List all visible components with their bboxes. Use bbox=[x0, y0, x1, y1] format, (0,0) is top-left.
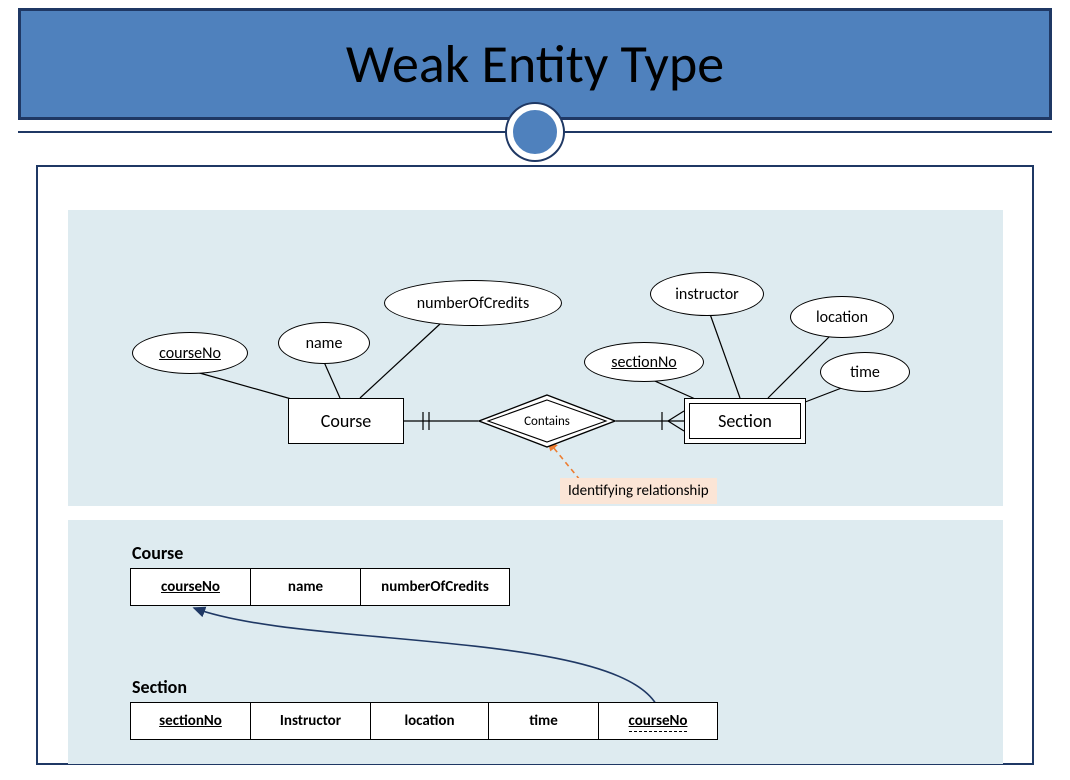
relationship-contains-label: Contains bbox=[524, 414, 570, 429]
schema-section-col-courseno-label: courseNo bbox=[629, 712, 688, 730]
schema-course-row: courseNo name numberOfCredits bbox=[130, 568, 510, 606]
entity-section-label: Section bbox=[718, 410, 772, 432]
schema-section-col-location: location bbox=[371, 703, 489, 739]
schema-section-col-time-label: time bbox=[529, 712, 558, 730]
entity-course-label: Course bbox=[321, 410, 372, 432]
attr-time-label: time bbox=[850, 363, 880, 382]
schema-section-col-instructor: Instructor bbox=[251, 703, 371, 739]
schema-course-col-name-label: name bbox=[288, 578, 323, 596]
circle-decoration bbox=[507, 104, 563, 160]
attr-name: name bbox=[278, 322, 370, 364]
attr-instructor-label: instructor bbox=[675, 285, 738, 304]
attr-name-label: name bbox=[306, 334, 343, 353]
schema-section-col-location-label: location bbox=[404, 712, 454, 730]
entity-section: Section bbox=[684, 398, 806, 444]
entity-course: Course bbox=[288, 398, 404, 444]
page-title: Weak Entity Type bbox=[346, 31, 724, 97]
schema-section-row: sectionNo Instructor location time cours… bbox=[130, 702, 718, 740]
schema-course-col-courseno: courseNo bbox=[131, 569, 251, 605]
schema-section-col-time: time bbox=[489, 703, 599, 739]
schema-course-col-name: name bbox=[251, 569, 361, 605]
schema-section-col-courseno-text: courseNo bbox=[629, 712, 688, 732]
identifying-relationship-callout: Identifying relationship bbox=[560, 478, 717, 504]
attr-numberofcredits: numberOfCredits bbox=[384, 280, 562, 326]
attr-sectionno: sectionNo bbox=[584, 342, 704, 382]
schema-course-col-credits-label: numberOfCredits bbox=[381, 578, 489, 596]
schema-course-col-credits: numberOfCredits bbox=[361, 569, 509, 605]
attr-location: location bbox=[790, 296, 894, 338]
schema-course-col-courseno-label: courseNo bbox=[161, 578, 220, 596]
attr-instructor: instructor bbox=[650, 272, 764, 316]
schema-section-title: Section bbox=[132, 676, 187, 698]
schema-section-col-instructor-label: Instructor bbox=[280, 712, 341, 730]
relationship-contains: Contains bbox=[478, 394, 616, 448]
attr-numberofcredits-label: numberOfCredits bbox=[417, 294, 530, 313]
schema-section-col-sectionno: sectionNo bbox=[131, 703, 251, 739]
schema-section-col-courseno: courseNo bbox=[599, 703, 717, 739]
schema-section-col-sectionno-label: sectionNo bbox=[159, 712, 222, 730]
callout-label: Identifying relationship bbox=[568, 482, 709, 500]
attr-sectionno-label: sectionNo bbox=[611, 353, 677, 372]
attr-courseno-label: courseNo bbox=[159, 344, 221, 363]
attr-time: time bbox=[820, 352, 910, 392]
attr-location-label: location bbox=[816, 308, 868, 327]
schema-course-title: Course bbox=[132, 542, 183, 564]
attr-courseno: courseNo bbox=[132, 332, 248, 374]
